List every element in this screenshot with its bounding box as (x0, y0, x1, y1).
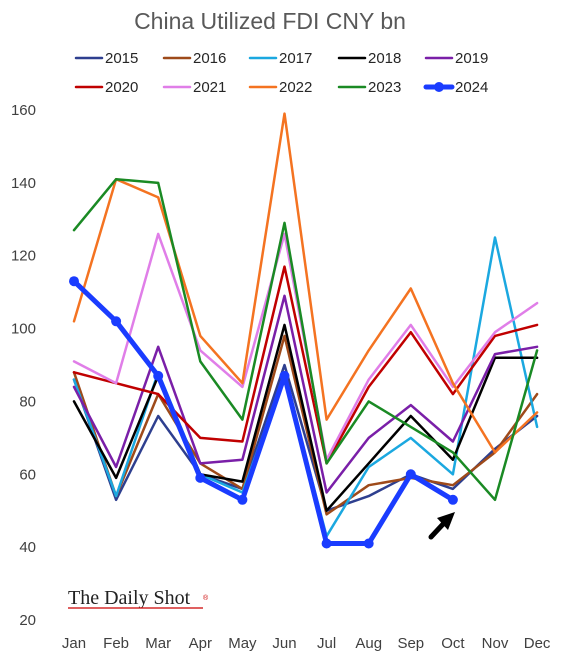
legend-item-2023: 2023 (337, 79, 401, 96)
x-tick-label: May (228, 635, 257, 652)
legend-label: 2015 (105, 50, 138, 67)
x-tick-label: Jun (272, 635, 296, 652)
y-tick-label: 140 (11, 175, 36, 192)
axes: 20 40 60 80 100 120 140 160 Jan Feb Mar Apr May Jun Ju… (11, 102, 551, 652)
y-tick-label: 60 (19, 466, 36, 483)
legend-swatch-marker (434, 82, 444, 92)
y-tick-label: 120 (11, 248, 36, 265)
series-point-2024 (447, 494, 458, 505)
x-tick-label: Aug (355, 635, 382, 652)
legend-item-2022: 2022 (248, 79, 312, 96)
brand-registered-mark: ® (203, 594, 209, 602)
series-line-2024 (71, 278, 456, 546)
chart-title: China Utilized FDI CNY bn (134, 8, 406, 34)
series-line-2016 (72, 334, 539, 516)
legend-item-2018: 2018 (337, 50, 401, 67)
y-tick-label: 80 (19, 393, 36, 410)
legend-item-2019: 2019 (424, 50, 488, 67)
legend-item-2015: 2015 (74, 50, 138, 67)
legend-label: 2018 (368, 50, 401, 67)
y-tick-label: 160 (11, 102, 36, 119)
x-tick-label: Jul (317, 635, 336, 652)
legend: 2015 2016 2017 2018 2019 2020 2021 2022 2023 2024 (74, 50, 488, 96)
series-point-2024 (363, 538, 374, 549)
series-point-2024 (69, 276, 79, 287)
plot-area (69, 112, 539, 549)
legend-label: 2023 (368, 79, 401, 96)
series-point-2024 (237, 494, 248, 505)
x-tick-label: Sep (397, 635, 424, 652)
legend-item-2017: 2017 (248, 50, 312, 67)
x-tick-label: Oct (441, 635, 465, 652)
series-line-2015 (72, 363, 539, 512)
x-tick-label: Mar (145, 635, 171, 652)
arrow-annotation (428, 512, 455, 540)
legend-label: 2019 (455, 50, 488, 67)
series-point-2024 (153, 370, 164, 381)
legend-label: 2022 (279, 79, 312, 96)
brand-logo: The Daily Shot ® (68, 587, 209, 609)
legend-item-2021: 2021 (162, 79, 226, 96)
series-point-2024 (321, 538, 332, 549)
series-point-2024 (279, 370, 290, 381)
series-line-2023 (72, 177, 539, 502)
x-tick-label: Jan (62, 635, 86, 652)
legend-label: 2017 (279, 50, 312, 67)
x-tick-label: Apr (189, 635, 212, 652)
legend-label: 2024 (455, 79, 488, 96)
series-line-2022 (72, 112, 539, 454)
legend-item-2016: 2016 (162, 50, 226, 67)
y-tick-label: 20 (19, 612, 36, 629)
y-tick-label: 100 (11, 321, 36, 338)
legend-item-2020: 2020 (74, 79, 138, 96)
x-tick-label: Feb (103, 635, 129, 652)
series-point-2024 (111, 316, 122, 327)
legend-label: 2020 (105, 79, 138, 96)
series-line-2020 (72, 265, 539, 465)
legend-label: 2021 (193, 79, 226, 96)
legend-item-2024: 2024 (423, 79, 488, 96)
legend-label: 2016 (193, 50, 226, 67)
series-point-2024 (195, 472, 206, 483)
series-point-2024 (405, 469, 416, 480)
x-tick-label: Nov (482, 635, 509, 652)
y-tick-label: 40 (19, 539, 36, 556)
x-tick-label: Dec (524, 635, 551, 652)
brand-name: The Daily Shot (68, 587, 191, 609)
